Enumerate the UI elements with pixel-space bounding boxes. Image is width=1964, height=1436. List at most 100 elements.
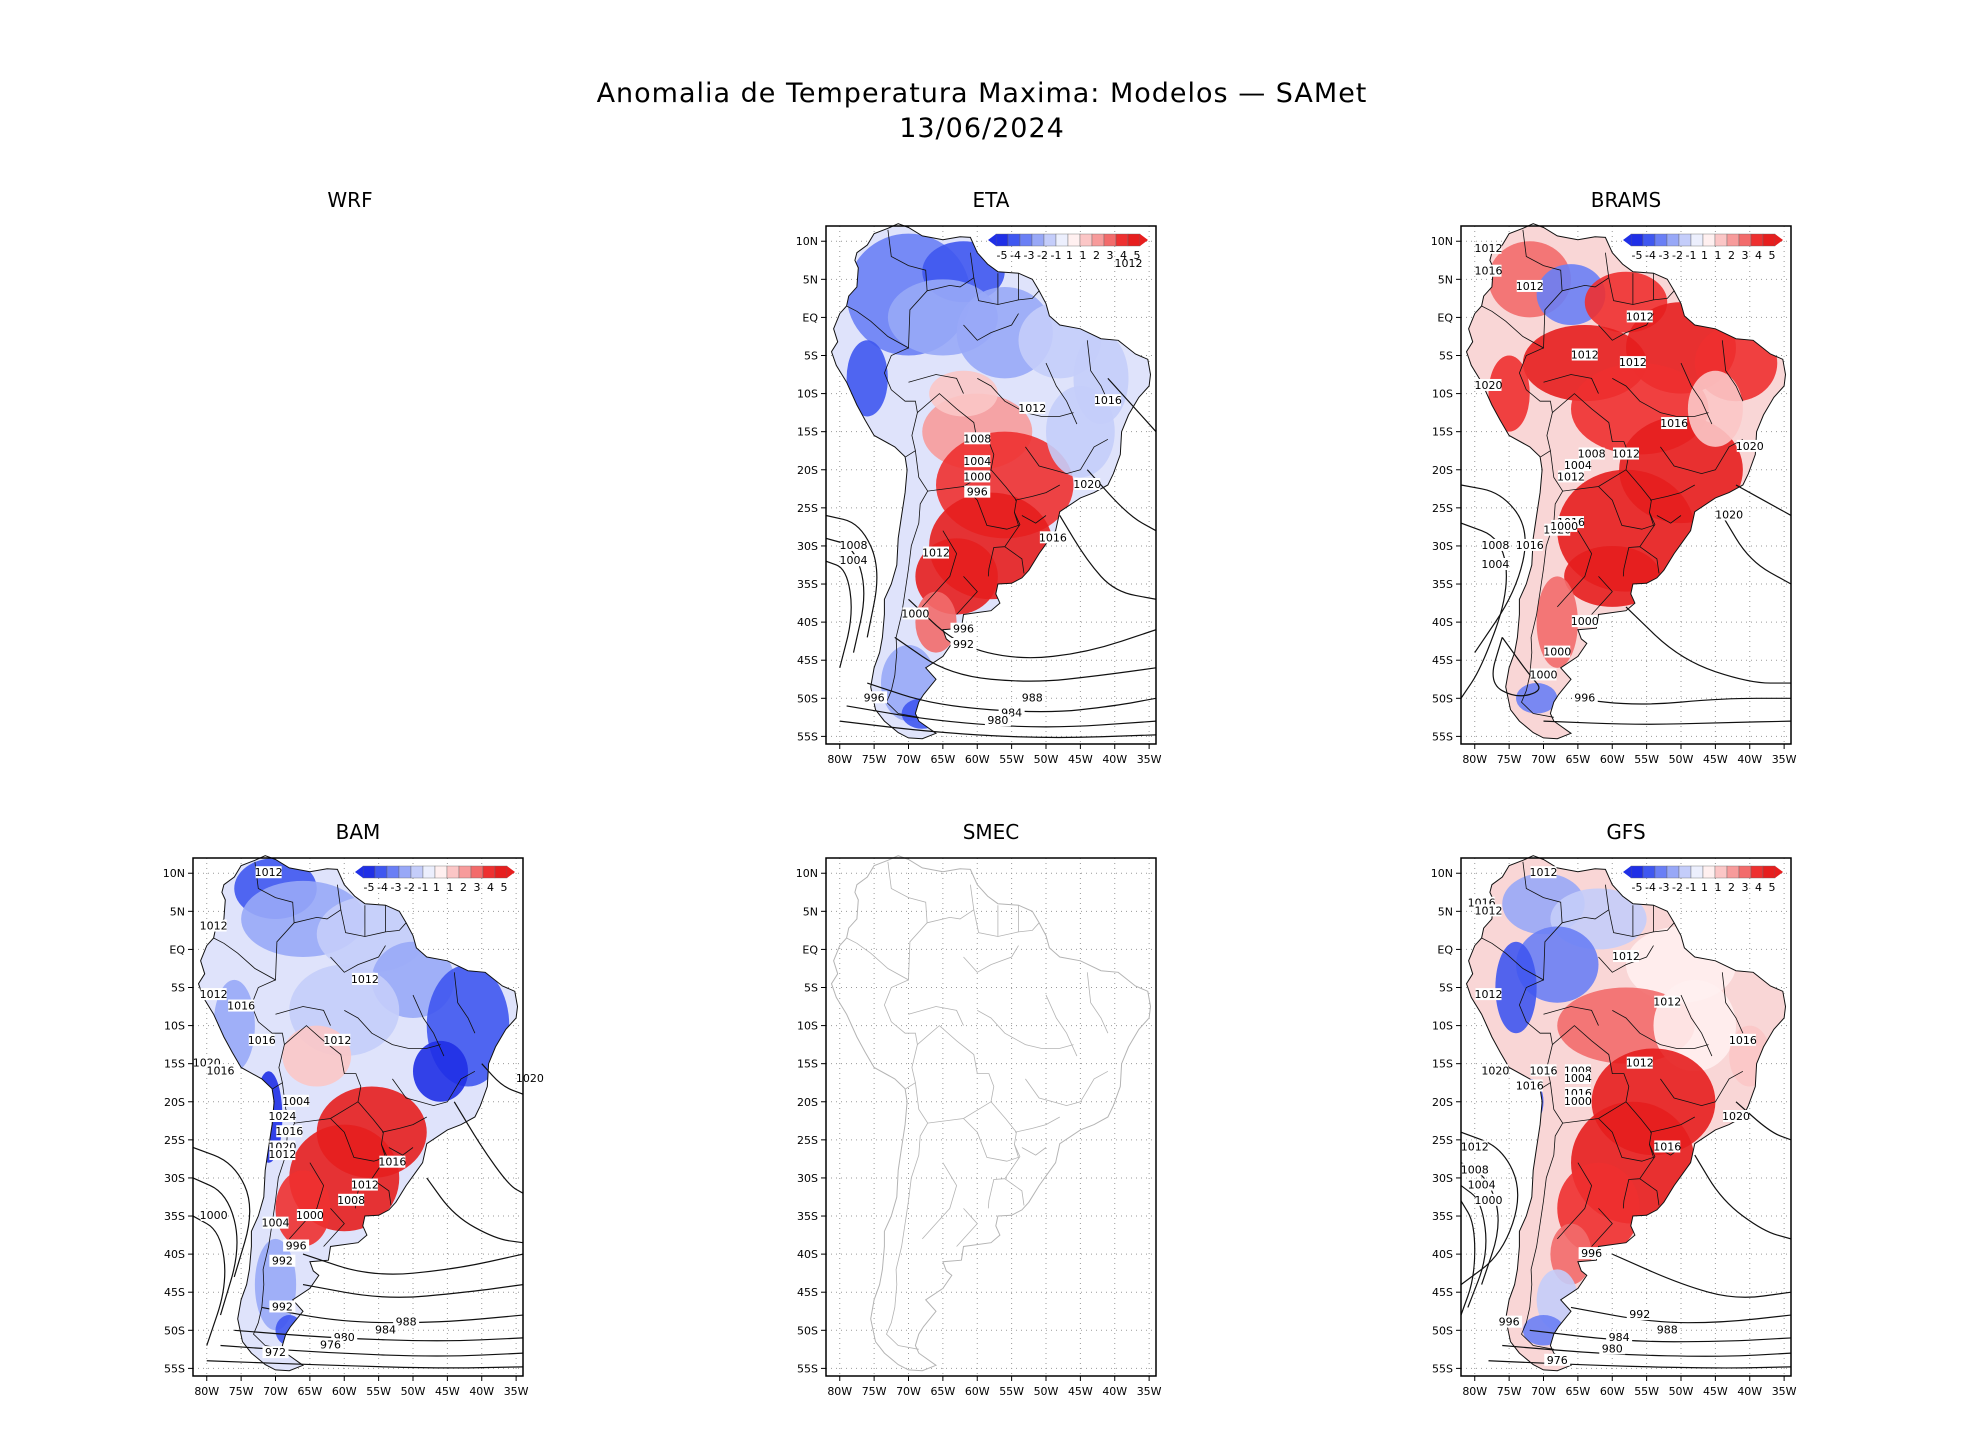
svg-text:996: 996 bbox=[1581, 1247, 1602, 1260]
isobar-label: 1012 bbox=[1619, 356, 1647, 369]
svg-text:996: 996 bbox=[286, 1240, 307, 1253]
colorbar-label: -2 bbox=[1672, 881, 1683, 894]
isobar-line bbox=[193, 1146, 251, 1278]
lon-tick-label: 75W bbox=[229, 1385, 254, 1398]
svg-text:1000: 1000 bbox=[1564, 1095, 1592, 1108]
svg-text:1012: 1012 bbox=[1475, 988, 1503, 1001]
lat-tick-label: 30S bbox=[1432, 540, 1453, 553]
colorbar-label: 1 bbox=[1080, 249, 1087, 262]
colorbar-label: 1 bbox=[1715, 881, 1722, 894]
lat-tick-label: 5N bbox=[170, 905, 185, 918]
isobar-label: 1016 bbox=[1475, 264, 1503, 278]
anomaly-patch bbox=[1536, 576, 1578, 668]
isobar-label: 1016 bbox=[248, 1033, 276, 1047]
lat-tick-label: 30S bbox=[797, 1172, 818, 1185]
lat-tick-label: 5S bbox=[804, 350, 818, 363]
svg-text:988: 988 bbox=[1022, 691, 1043, 704]
svg-text:1012: 1012 bbox=[1626, 310, 1654, 323]
lon-tick-label: 80W bbox=[194, 1385, 219, 1398]
isobar-label: 988 bbox=[1019, 691, 1046, 704]
lon-tick-label: 50W bbox=[1669, 1385, 1694, 1398]
svg-text:1012: 1012 bbox=[1461, 1140, 1489, 1153]
coastline bbox=[830, 223, 1152, 740]
isobar-line bbox=[1529, 1329, 1791, 1343]
lat-tick-label: 5N bbox=[803, 905, 818, 918]
isobar-label: 1020 bbox=[1073, 478, 1101, 491]
country-borders bbox=[846, 861, 1109, 1350]
colorbar-swatch bbox=[446, 865, 460, 879]
isobar-label: 1000 bbox=[963, 470, 991, 483]
colorbar-label: -3 bbox=[391, 881, 402, 894]
svg-text:1000: 1000 bbox=[296, 1209, 324, 1222]
lat-tick-label: 45S bbox=[164, 1286, 185, 1299]
svg-text:1004: 1004 bbox=[1468, 1179, 1496, 1192]
lat-tick-label: 10S bbox=[1432, 388, 1453, 401]
panel-title-bam: BAM bbox=[335, 820, 381, 844]
isobar-label: 1024 bbox=[268, 1110, 296, 1123]
isobar-label: 1008 bbox=[963, 432, 991, 445]
lon-tick-label: 45W bbox=[1068, 1385, 1093, 1398]
colorbar-swatch bbox=[1750, 233, 1764, 247]
isobar-label: 1012 bbox=[1557, 470, 1585, 483]
lat-tick-label: 55S bbox=[797, 1362, 818, 1375]
colorbar-arrow-left bbox=[1623, 866, 1631, 878]
lat-tick-label: 10S bbox=[797, 1020, 818, 1033]
coastline bbox=[830, 855, 1152, 1372]
lon-tick-label: 70W bbox=[1531, 1385, 1556, 1398]
colorbar-swatch bbox=[1750, 865, 1764, 879]
isobar-label: 984 bbox=[372, 1323, 399, 1336]
lat-tick-label: 40S bbox=[1432, 616, 1453, 629]
colorbar-swatch bbox=[1115, 233, 1129, 247]
colorbar-label: -4 bbox=[1645, 881, 1656, 894]
isobar-label: 1012 bbox=[1626, 1056, 1654, 1070]
colorbar-swatch bbox=[1654, 233, 1668, 247]
colorbar-arrow-right bbox=[1140, 234, 1148, 246]
lat-tick-label: EQ bbox=[1437, 311, 1453, 324]
svg-text:1004: 1004 bbox=[963, 455, 991, 468]
isobar-line bbox=[1107, 377, 1156, 433]
anomaly-patch bbox=[275, 1170, 331, 1247]
isobar-line bbox=[1086, 469, 1156, 532]
svg-text:1000: 1000 bbox=[1530, 668, 1558, 681]
lat-tick-label: 15S bbox=[797, 1058, 818, 1071]
svg-text:1012: 1012 bbox=[1653, 996, 1681, 1009]
isobar-label: 1000 bbox=[1550, 519, 1578, 533]
lat-tick-label: 10N bbox=[1431, 235, 1453, 248]
lat-tick-label: 40S bbox=[164, 1248, 185, 1261]
colorbar-label: -1 bbox=[1686, 881, 1697, 894]
colorbar-label: 5 bbox=[1769, 881, 1776, 894]
isobar-label: 1012 bbox=[323, 1033, 351, 1047]
isobar-label: 1012 bbox=[1475, 988, 1503, 1001]
lat-tick-label: 55S bbox=[164, 1362, 185, 1375]
lat-tick-label: 30S bbox=[1432, 1172, 1453, 1185]
isobar-line bbox=[206, 1360, 523, 1369]
isobar-line bbox=[1502, 1344, 1791, 1357]
isobar-label: 1000 bbox=[1571, 615, 1599, 628]
lat-tick-label: 25S bbox=[1432, 1134, 1453, 1147]
anomaly-patch bbox=[1046, 385, 1115, 478]
svg-text:1012: 1012 bbox=[1557, 470, 1585, 483]
lat-tick-label: 35S bbox=[797, 1210, 818, 1223]
svg-text:996: 996 bbox=[864, 691, 885, 704]
lat-tick-label: 10N bbox=[1431, 867, 1453, 880]
lon-tick-label: 50W bbox=[401, 1385, 426, 1398]
colorbar-swatch bbox=[995, 233, 1009, 247]
colorbar-label: -5 bbox=[1632, 881, 1643, 894]
isobar-label: 1000 bbox=[296, 1209, 324, 1222]
svg-text:996: 996 bbox=[967, 486, 988, 499]
lat-tick-label: 15S bbox=[1432, 426, 1453, 439]
colorbar-swatch bbox=[1714, 865, 1728, 879]
svg-text:1012: 1012 bbox=[200, 920, 228, 933]
lon-tick-label: 40W bbox=[1102, 753, 1127, 766]
lat-tick-label: 45S bbox=[1432, 1286, 1453, 1299]
isobar-label: 1004 bbox=[840, 554, 868, 567]
svg-text:992: 992 bbox=[272, 1300, 293, 1313]
svg-text:980: 980 bbox=[987, 714, 1008, 727]
isobar-label: 996 bbox=[283, 1239, 310, 1253]
colorbar-label: 3 bbox=[474, 881, 481, 894]
svg-text:1024: 1024 bbox=[268, 1110, 296, 1123]
colorbar-label: 2 bbox=[460, 881, 467, 894]
colorbar-swatch bbox=[374, 865, 388, 879]
isobar-label: 1016 bbox=[1653, 1140, 1681, 1153]
colorbar-swatch bbox=[458, 865, 472, 879]
